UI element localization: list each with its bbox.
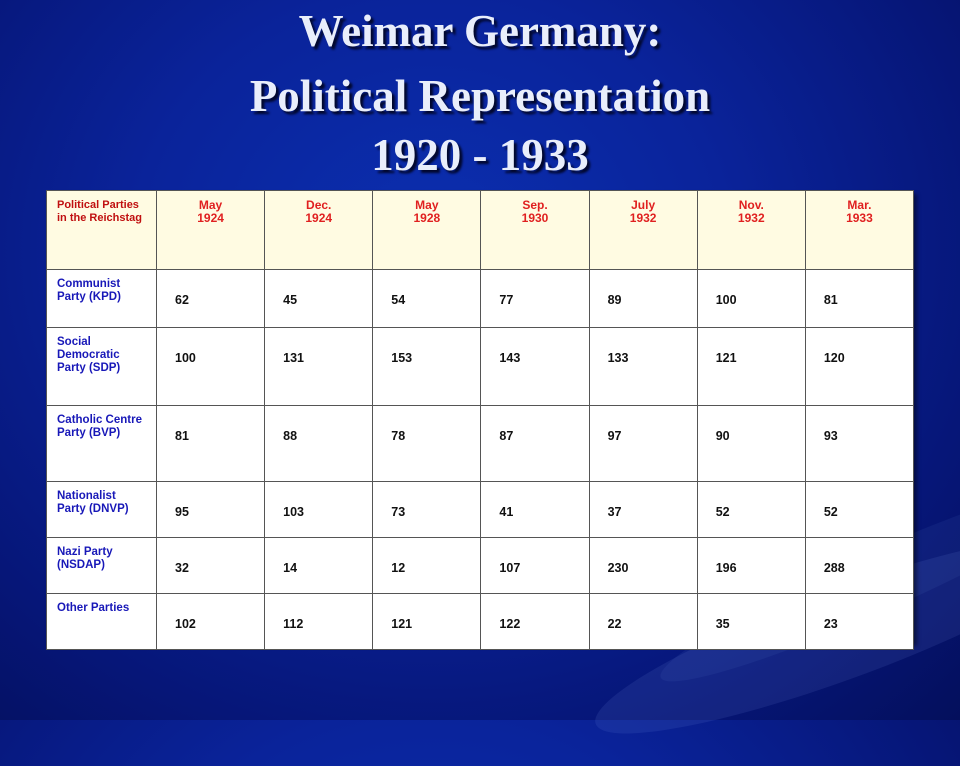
seat-count-cell: 32 — [155, 537, 266, 594]
reichstag-seats-table: Political Parties in the Reichstag May 19… — [46, 190, 915, 650]
table-row: Nazi Party (NSDAP) 32 14 12 107 230 196 288 — [46, 537, 915, 594]
header-month: Dec. — [306, 198, 332, 212]
header-cell: Sep. 1930 — [480, 190, 590, 270]
header-year: 1928 — [413, 211, 441, 225]
seat-count-cell: 112 — [264, 593, 374, 650]
seat-count-cell: 121 — [696, 327, 806, 406]
party-name-cell: Nazi Party (NSDAP) — [46, 537, 157, 594]
seat-count-cell: 81 — [804, 269, 915, 328]
party-name-cell: Catholic Centre Party (BVP) — [46, 405, 157, 482]
header-month: May — [415, 198, 439, 212]
seat-count-cell: 107 — [480, 537, 590, 594]
seat-count-cell: 87 — [480, 405, 590, 482]
seat-count-cell: 100 — [696, 269, 806, 328]
header-cell: May 1928 — [372, 190, 482, 270]
party-name-cell: Communist Party (KPD) — [46, 269, 157, 328]
seat-count-cell: 78 — [372, 405, 482, 482]
table-row: Nationalist Party (DNVP) 95 103 73 41 37 52 52 — [46, 481, 915, 538]
seat-count-cell: 88 — [264, 405, 374, 482]
header-year: 1933 — [846, 211, 873, 225]
header-month: Mar. — [847, 198, 872, 212]
seat-count-cell: 62 — [155, 269, 266, 328]
seat-count-cell: 37 — [588, 481, 698, 538]
seat-count-cell: 230 — [588, 537, 698, 594]
seat-count-cell: 131 — [264, 327, 374, 406]
seat-count-cell: 77 — [480, 269, 590, 328]
seat-count-cell: 12 — [372, 537, 482, 594]
table-row: Catholic Centre Party (BVP) 81 88 78 87 97 90 9… — [46, 405, 915, 482]
seat-count-cell: 45 — [264, 269, 374, 328]
seat-count-cell: 153 — [372, 327, 482, 406]
seat-count-cell: 22 — [588, 593, 698, 650]
table-row: Other Parties 102 112 121 122 22 35 23 — [46, 593, 915, 650]
seat-count-cell: 95 — [155, 481, 266, 538]
header-cell: Dec. 1924 — [264, 190, 374, 270]
title-line-3: 1920 - 1933 — [371, 130, 589, 180]
seat-count-cell: 196 — [696, 537, 806, 594]
seat-count-cell: 90 — [696, 405, 806, 482]
header-month: May — [198, 198, 223, 212]
seat-count-cell: 103 — [264, 481, 374, 538]
header-month: Nov. — [738, 198, 764, 212]
seat-count-cell: 81 — [155, 405, 266, 482]
seat-count-cell: 143 — [480, 327, 590, 406]
header-month: July — [631, 198, 656, 212]
title-line-1: Weimar Germany: — [298, 6, 662, 56]
seat-count-cell: 93 — [804, 405, 915, 482]
header-cell: Nov. 1932 — [696, 190, 806, 270]
seat-count-cell: 54 — [372, 269, 482, 328]
seat-count-cell: 121 — [372, 593, 482, 650]
party-name-cell: Other Parties — [46, 593, 157, 650]
seat-count-cell: 133 — [588, 327, 698, 406]
header-cell: July 1932 — [588, 190, 698, 270]
header-month: Sep. — [522, 198, 548, 212]
header-year: 1924 — [305, 211, 333, 225]
header-cell: Mar. 1933 — [804, 190, 915, 270]
seat-count-cell: 120 — [804, 327, 915, 406]
table-row: Communist Party (KPD) 62 45 54 77 89 100 81 — [46, 269, 915, 328]
seat-count-cell: 102 — [155, 593, 266, 650]
seat-count-cell: 288 — [804, 537, 915, 594]
seat-count-cell: 14 — [264, 537, 374, 594]
seat-count-cell: 97 — [588, 405, 698, 482]
seat-count-cell: 89 — [588, 269, 698, 328]
seat-count-cell: 73 — [372, 481, 482, 538]
seat-count-cell: 122 — [480, 593, 590, 650]
table-row: Social Democratic Party (SDP) 100 131 153 14… — [46, 327, 915, 406]
title-line-2: Political Representation — [249, 71, 711, 121]
seat-count-cell: 100 — [155, 327, 266, 406]
header-year: 1930 — [521, 211, 549, 225]
seat-count-cell: 52 — [696, 481, 806, 538]
seat-count-cell: 41 — [480, 481, 590, 538]
table-header-row: Political Parties in the Reichstag May 19… — [46, 190, 915, 270]
header-year: 1932 — [737, 211, 765, 225]
party-name-cell: Nationalist Party (DNVP) — [46, 481, 157, 538]
seat-count-cell: 35 — [696, 593, 806, 650]
header-year: 1924 — [197, 211, 224, 225]
seat-count-cell: 52 — [804, 481, 915, 538]
header-cell: May 1924 — [155, 190, 266, 270]
seat-count-cell: 23 — [804, 593, 915, 650]
header-corner-label: Political Parties in the Reichstag — [46, 190, 157, 270]
party-name-cell: Social Democratic Party (SDP) — [46, 327, 157, 406]
slide-title: Weimar Germany: Political Representation… — [0, 8, 960, 179]
reichstag-table-container: Political Parties in the Reichstag May 19… — [46, 190, 915, 650]
header-year: 1932 — [629, 211, 657, 225]
